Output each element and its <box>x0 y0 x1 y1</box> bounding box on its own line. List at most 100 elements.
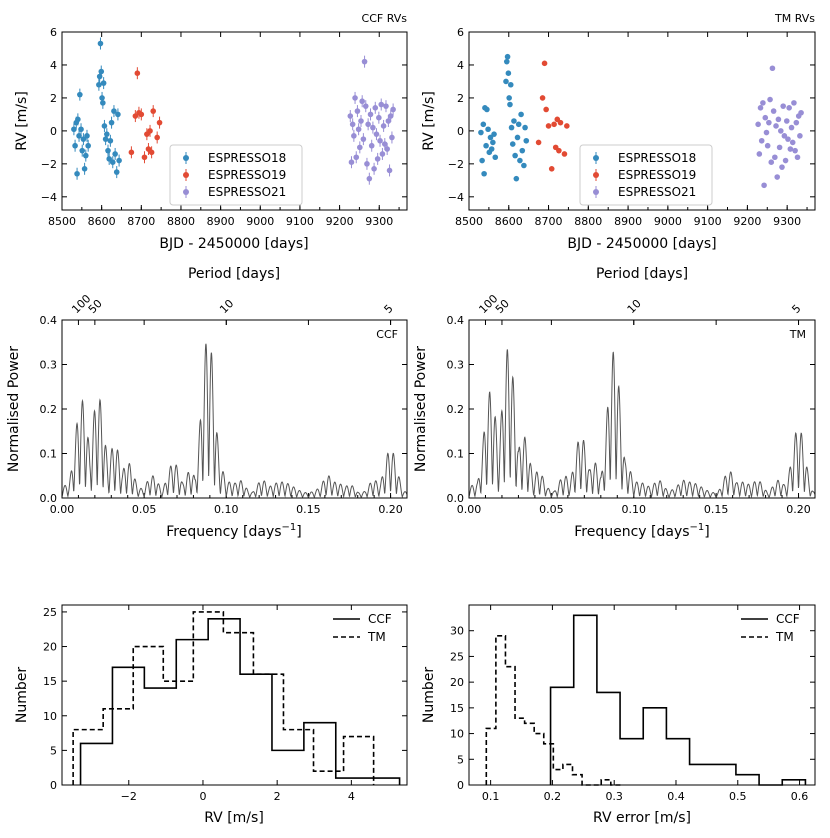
x-tick-label: 0.10 <box>214 503 239 516</box>
marker <box>757 105 764 111</box>
marker <box>522 124 528 131</box>
data-point <box>77 88 83 101</box>
x-tick-label: 9200 <box>326 215 354 228</box>
x-tick-label: −2 <box>121 790 137 803</box>
marker <box>148 149 155 156</box>
legend-label: ESPRESSO21 <box>208 185 286 199</box>
legend-marker-espresso19 <box>593 169 599 181</box>
axes-frame <box>468 319 816 499</box>
data-point <box>490 139 496 146</box>
marker <box>76 133 82 139</box>
x-tick-label: 8600 <box>495 215 523 228</box>
marker <box>371 165 377 172</box>
data-point <box>523 137 530 144</box>
data-point <box>508 124 515 131</box>
marker <box>491 131 497 137</box>
legend-label: CCF <box>776 612 800 626</box>
data-point <box>545 123 552 129</box>
data-point <box>384 143 390 156</box>
y-axis-label: RV [m/s] <box>421 91 437 151</box>
marker <box>74 170 80 177</box>
x-axis-label: Frequency [days−1] <box>574 522 710 540</box>
marker <box>381 141 388 147</box>
marker <box>776 144 783 151</box>
marker <box>492 154 499 161</box>
marker <box>377 137 383 144</box>
data-point <box>564 123 570 129</box>
marker <box>782 157 789 164</box>
marker <box>770 108 777 114</box>
data-point <box>347 110 354 123</box>
axes-frame <box>61 31 408 211</box>
data-point <box>513 175 520 182</box>
data-point <box>758 137 765 144</box>
data-point <box>111 105 117 118</box>
data-point <box>483 142 489 149</box>
legend-marker-espresso21 <box>593 186 599 198</box>
data-point <box>74 167 80 180</box>
data-point <box>351 129 357 142</box>
top-axis-label: Period [days] <box>188 266 280 282</box>
data-point <box>84 129 90 142</box>
data-point <box>774 174 781 180</box>
marker <box>541 60 548 67</box>
y-tick-label: −4 <box>448 191 464 204</box>
marker <box>787 146 794 152</box>
plot-area: −2 0 2 4 0 5 10 15 20 25 <box>43 605 407 803</box>
data-point <box>797 133 803 139</box>
data-point <box>154 131 160 144</box>
x-tick-label: 0.2 <box>544 790 562 803</box>
x-tick-label: 0.15 <box>296 503 321 516</box>
data-point <box>348 156 355 169</box>
y-tick-label: 0 <box>457 125 464 138</box>
marker <box>755 121 761 128</box>
data-point <box>370 121 376 134</box>
data-point <box>503 78 509 85</box>
data-point <box>389 131 395 144</box>
data-point <box>368 139 375 152</box>
panel-title: TM RVs <box>774 12 815 25</box>
marker <box>521 162 527 169</box>
x-tick-label: 9300 <box>365 215 393 228</box>
data-point <box>100 77 107 90</box>
data-point <box>492 154 499 161</box>
marker <box>479 157 485 164</box>
marker <box>760 100 766 106</box>
data-point <box>786 105 792 111</box>
data-point <box>518 111 524 118</box>
x-tick-label: 0.15 <box>704 503 729 516</box>
data-point <box>779 164 785 170</box>
marker <box>98 68 105 75</box>
data-point <box>756 151 763 157</box>
data-point <box>367 108 374 121</box>
marker <box>509 141 516 147</box>
x-tick-label: 9000 <box>246 215 274 228</box>
data-point <box>772 154 778 161</box>
marker <box>386 167 393 174</box>
plot-area: 0.00 0.05 0.10 0.15 0.200.00.10.20.30.410050… <box>447 292 816 516</box>
marker <box>775 116 782 123</box>
marker <box>518 111 524 118</box>
data-point <box>548 165 555 172</box>
x-tick-label: 8700 <box>127 215 155 228</box>
marker <box>141 154 148 161</box>
y-tick-label: 6 <box>457 26 464 39</box>
marker <box>503 58 510 65</box>
data-point <box>484 106 490 113</box>
data-point <box>106 152 112 165</box>
marker <box>134 70 141 77</box>
marker <box>519 147 526 154</box>
marker <box>483 142 489 149</box>
marker <box>353 154 360 161</box>
data-point <box>372 101 379 114</box>
legend-box <box>579 144 713 206</box>
marker <box>379 151 386 157</box>
data-point <box>507 81 514 88</box>
data-point <box>491 131 497 137</box>
marker <box>523 137 530 144</box>
data-point <box>379 147 386 160</box>
data-point <box>376 111 382 124</box>
data-point <box>769 65 776 72</box>
data-point <box>506 95 512 101</box>
data-point <box>134 67 141 80</box>
